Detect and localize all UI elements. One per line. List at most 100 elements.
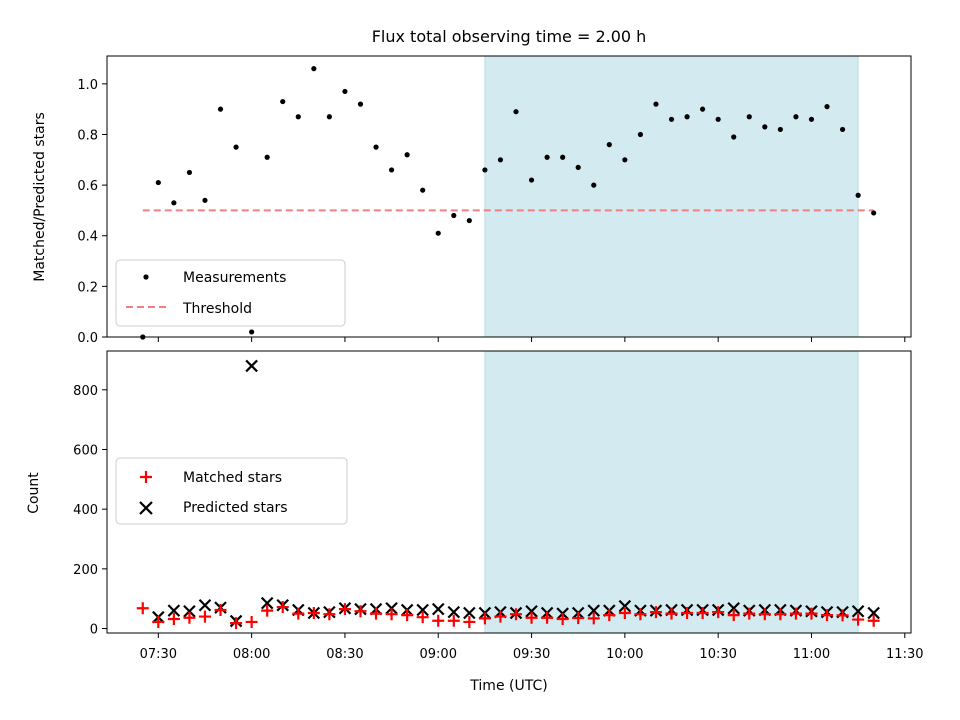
bottom-x-tick-label-3: 09:00 [420,647,457,662]
predicted-star-point [463,606,476,620]
predicted-star-point [416,603,429,617]
top-x-ticks [157,337,906,342]
measurement-point [466,217,472,224]
measurement-point [155,179,161,186]
predicted-star-point [245,359,258,373]
matched-star-point [852,613,865,626]
matched-star-point [323,608,336,621]
matched-star-point [401,609,414,622]
bottom-axes-frame [106,350,912,634]
measurement-point [280,98,286,105]
measurement-point [435,230,441,236]
measurement-point [528,177,535,183]
predicted-star-point [198,598,212,612]
measurement-point [217,106,224,112]
bottom-x-tick-label-1: 08:00 [233,647,270,662]
bottom-x-tick-label-0: 07:30 [140,647,177,662]
matched-star-point [292,607,305,620]
matched-star-point [789,607,802,620]
matched-star-point [509,608,522,621]
measurement-point [746,114,752,120]
bottom-x-tick-label-8: 11:30 [886,647,923,662]
measurement-point [373,144,379,150]
predicted-star-point [447,605,461,619]
measurement-point [839,126,846,133]
predicted-star-point [618,599,632,613]
measurement-point [186,169,193,176]
measurement-point [233,144,239,150]
measurement-point [637,131,644,138]
matched-star-point [478,612,491,625]
measurement-point [684,114,690,120]
matched-star-point [245,615,258,628]
bottom-y-tick-label-2: 400 [73,503,98,518]
measurement-point [715,116,721,122]
matched-star-point [463,615,476,628]
legend-threshold-label: Threshold [182,301,252,317]
bottom-legend: Matched stars Predicted stars [115,457,348,525]
bottom-x-tick-label-7: 11:00 [793,647,830,662]
measurement-point [202,197,208,203]
measurement-point [357,101,364,107]
top-highlight-span [484,55,859,338]
matched-star-point [649,606,662,619]
matched-star-point [416,611,429,624]
top-chart-title: Flux total observing time = 2.00 h [372,27,647,46]
measurement-point [388,167,395,173]
bottom-x-axis-label: Time (UTC) [469,678,547,694]
top-y-tick-label-0: 0.0 [77,331,98,346]
measurement-point [404,152,410,158]
top-y-tick-label-2: 0.4 [77,230,98,245]
measurement-point [700,106,706,112]
matched-star-point [447,614,460,627]
matched-star-point [603,609,616,622]
measurement-point [762,124,768,130]
measurement-point [653,101,659,107]
matched-star-point [587,612,600,625]
bottom-x-ticks: 07:30 08:00 08:30 09:00 09:30 10:00 10:30 11:00… [140,633,924,662]
matched-star-point [696,607,709,620]
predicted-star-point [587,604,601,617]
top-y-tick-label-1: 0.2 [77,280,98,295]
matched-star-point [136,602,149,615]
matched-star-point [214,604,227,617]
legend-predicted-marker [139,501,153,515]
matched-star-point [198,610,211,623]
measurement-point [326,114,332,120]
matched-star-point [261,604,274,617]
matched-star-point [152,615,165,628]
measurement-point [295,114,301,120]
legend-measurements-label: Measurements [183,270,286,286]
measurement-point [777,126,783,133]
top-axes-frame [106,55,912,338]
bottom-y-ticks: 0 200 400 600 800 [73,384,107,638]
matched-star-point [805,607,818,620]
top-y-tick-label-4: 0.8 [77,128,98,143]
measurement-point [560,154,566,160]
matched-star-point [338,603,351,616]
measurement-point [793,114,799,120]
matched-star-point [385,608,398,621]
matched-star-point [727,609,740,622]
predicted-star-point [431,602,445,616]
bottom-panel: 0 200 400 600 800 07:30 08:00 08:30 09:00 09:30 1… [26,350,924,694]
matched-star-point [167,612,180,625]
matched-star-point [618,607,631,620]
matched-star-point [556,612,569,625]
matched-star-point [572,612,585,625]
matched-star-point [867,614,880,627]
matched-star-point [525,611,538,624]
matched-star-point [712,606,725,619]
measurement-point [249,329,255,335]
matched-star-point [230,617,243,630]
predicted-star-point [183,604,196,618]
measurement-point [855,192,861,198]
matched-star-point [541,611,554,624]
bottom-legend-box [115,457,348,525]
top-panel: 0.0 0.2 0.4 0.6 0.8 1.0 Flux total observing … [32,27,912,346]
measurement-point [871,210,877,216]
measurement-point [497,157,504,163]
bottom-x-tick-label-6: 10:30 [699,647,736,662]
matched-star-point [821,609,834,622]
predicted-star-point [851,604,865,618]
